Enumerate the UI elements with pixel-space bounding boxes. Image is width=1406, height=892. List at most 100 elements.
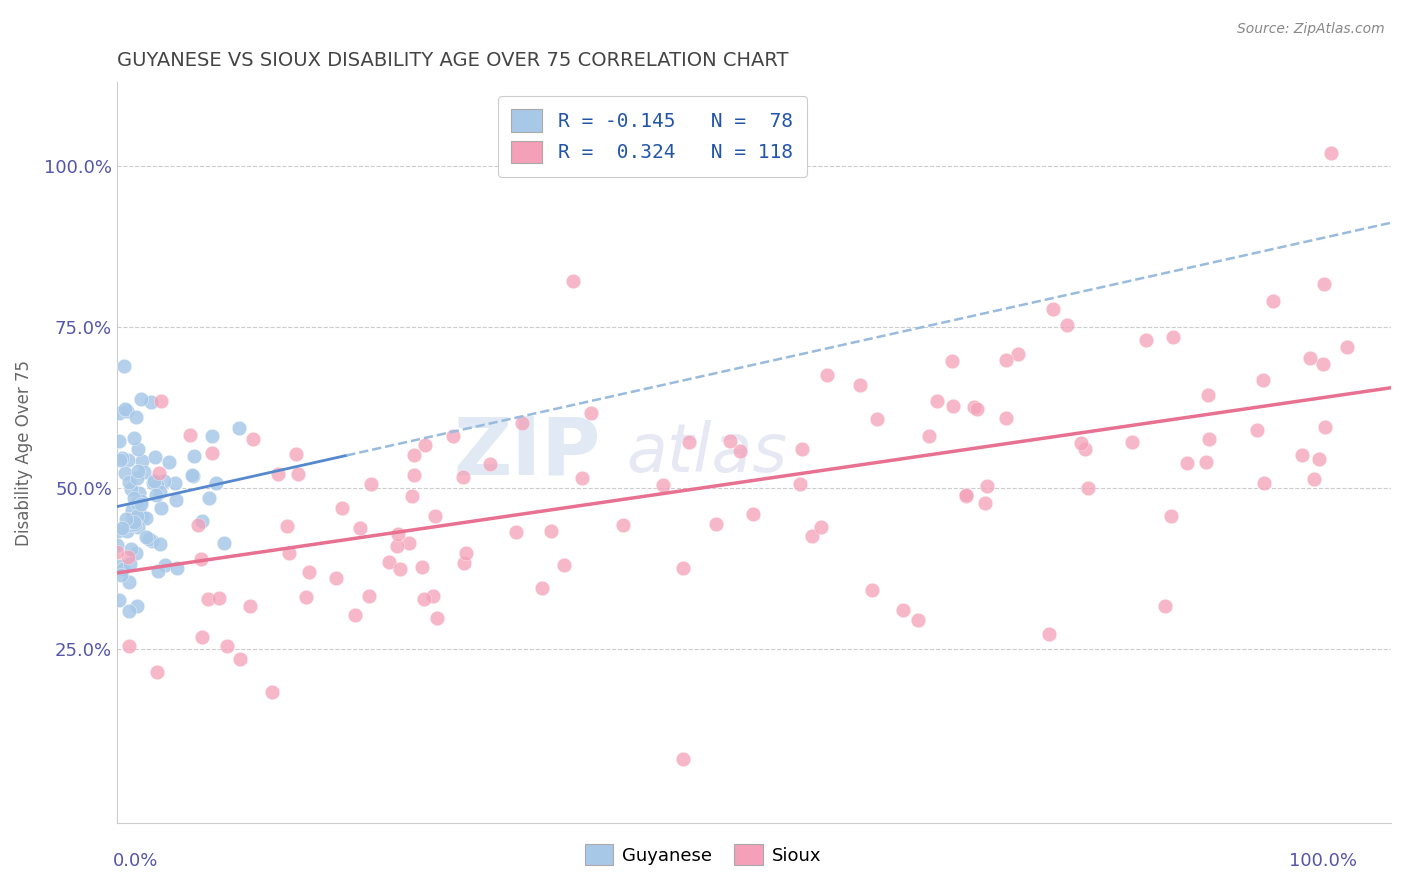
Point [360,477,382,491]
Point [127,599,149,613]
Point [165,493,187,508]
Point [800,529,823,543]
Point [942,399,965,413]
Point [907,613,929,627]
Point [120,557,142,571]
Point [149,394,172,409]
Point [163,476,186,491]
Point [1308,452,1330,467]
Point [295,590,318,604]
Point [146,564,169,578]
Point [426,611,449,625]
Point [127,520,149,534]
Point [976,479,998,493]
Point [1312,277,1334,291]
Point [124,491,146,505]
Point [941,354,963,368]
Point [387,527,409,541]
Point [1320,146,1343,161]
Point [1077,481,1099,495]
Point [810,520,832,534]
Point [135,529,157,543]
Text: 0.0%: 0.0% [112,852,157,870]
Point [124,509,146,524]
Point [1198,433,1220,447]
Point [142,475,165,490]
Point [179,427,201,442]
Point [401,489,423,503]
Point [412,591,434,606]
Point [139,395,162,409]
Point [678,435,700,450]
Point [974,496,997,510]
Point [183,449,205,463]
Point [1197,388,1219,402]
Point [344,607,367,622]
Point [398,536,420,550]
Point [704,517,727,532]
Point [1161,329,1184,343]
Point [790,442,813,457]
Point [117,453,139,467]
Text: 100.0%: 100.0% [1289,852,1357,870]
Point [149,537,172,551]
Point [553,558,575,573]
Point [451,470,474,484]
Point [128,505,150,519]
Point [166,561,188,575]
Point [107,434,129,448]
Point [121,518,143,533]
Point [1038,626,1060,640]
Point [962,401,984,415]
Point [117,524,139,538]
Point [152,474,174,488]
Point [114,467,136,481]
Point [298,565,321,579]
Point [108,593,131,607]
Point [239,599,262,614]
Point [789,476,811,491]
Point [741,507,763,521]
Point [129,493,152,508]
Point [117,549,139,564]
Point [1042,302,1064,317]
Point [217,639,239,653]
Point [157,455,180,469]
Point [454,545,477,559]
Point [124,516,146,531]
Legend: R = -0.145   N =  78, R =  0.324   N = 118: R = -0.145 N = 78, R = 0.324 N = 118 [498,95,807,177]
Point [107,524,129,538]
Point [672,561,695,575]
Point [1135,334,1157,348]
Point [1261,293,1284,308]
Point [349,521,371,535]
Point [120,483,142,497]
Point [1070,436,1092,450]
Point [478,457,501,471]
Point [191,514,214,528]
Point [105,539,128,553]
Text: Source: ZipAtlas.com: Source: ZipAtlas.com [1237,22,1385,37]
Point [278,546,301,560]
Point [149,485,172,500]
Point [510,416,533,430]
Point [145,488,167,502]
Point [378,555,401,569]
Text: atlas: atlas [627,420,787,486]
Point [138,532,160,546]
Point [142,474,165,488]
Point [153,558,176,572]
Point [1303,472,1326,486]
Point [129,392,152,406]
Point [728,443,751,458]
Point [108,406,131,420]
Point [105,545,128,559]
Point [849,377,872,392]
Point [571,471,593,485]
Point [388,561,411,575]
Point [925,393,948,408]
Point [135,511,157,525]
Point [579,406,602,420]
Point [212,536,235,550]
Point [125,509,148,524]
